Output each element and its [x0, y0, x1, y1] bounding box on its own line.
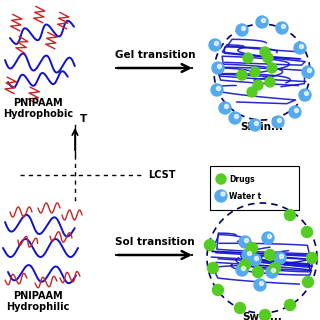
Circle shape [215, 190, 227, 202]
Circle shape [265, 250, 276, 260]
Circle shape [261, 19, 266, 22]
Circle shape [260, 47, 270, 57]
Circle shape [299, 89, 311, 101]
Circle shape [211, 84, 223, 96]
Circle shape [247, 87, 257, 97]
Text: PNIPAAM: PNIPAAM [13, 98, 63, 108]
Circle shape [271, 268, 276, 273]
Circle shape [237, 70, 247, 80]
Circle shape [235, 302, 245, 314]
Circle shape [225, 105, 228, 108]
Circle shape [284, 300, 295, 310]
Circle shape [302, 276, 314, 287]
Circle shape [218, 65, 221, 68]
Circle shape [307, 252, 317, 263]
Circle shape [260, 282, 263, 285]
Circle shape [229, 112, 241, 124]
Circle shape [236, 24, 248, 36]
Circle shape [254, 279, 266, 291]
Circle shape [272, 116, 284, 128]
Circle shape [289, 106, 301, 118]
Circle shape [236, 264, 248, 276]
Circle shape [243, 53, 253, 63]
Circle shape [269, 262, 281, 274]
Circle shape [256, 16, 268, 28]
Circle shape [249, 254, 261, 266]
Circle shape [254, 257, 259, 260]
Text: Swel...: Swel... [242, 312, 282, 320]
Circle shape [263, 53, 273, 63]
Circle shape [242, 249, 254, 261]
Text: Drugs: Drugs [229, 175, 255, 184]
Circle shape [244, 238, 249, 243]
Circle shape [284, 210, 295, 220]
Circle shape [268, 235, 271, 238]
Circle shape [253, 80, 263, 90]
Circle shape [267, 63, 277, 73]
Circle shape [302, 66, 314, 78]
Text: Hydrophobic: Hydrophobic [3, 109, 73, 119]
Circle shape [274, 252, 286, 264]
Circle shape [300, 44, 303, 49]
Circle shape [279, 254, 284, 259]
Text: Shrin...: Shrin... [241, 122, 284, 132]
Text: T: T [80, 114, 87, 124]
Text: Gel transition: Gel transition [115, 50, 195, 60]
Circle shape [209, 39, 221, 51]
Circle shape [239, 260, 251, 270]
Circle shape [250, 67, 260, 77]
Circle shape [252, 267, 263, 277]
Circle shape [282, 25, 285, 28]
Circle shape [235, 115, 238, 118]
Circle shape [249, 119, 261, 131]
Circle shape [247, 252, 252, 255]
Circle shape [239, 236, 251, 248]
Circle shape [242, 27, 245, 30]
Circle shape [204, 239, 215, 251]
Circle shape [212, 62, 224, 74]
Text: Hydrophilic: Hydrophilic [6, 302, 70, 312]
Circle shape [265, 77, 275, 87]
Circle shape [217, 86, 220, 91]
Circle shape [308, 68, 311, 73]
Text: LCST: LCST [148, 170, 175, 180]
Circle shape [242, 267, 245, 270]
Circle shape [260, 309, 270, 320]
Circle shape [301, 227, 313, 237]
Circle shape [254, 122, 259, 125]
Circle shape [305, 92, 308, 95]
Circle shape [221, 192, 225, 196]
Circle shape [212, 284, 223, 295]
Circle shape [214, 42, 219, 45]
Circle shape [276, 22, 288, 34]
Text: Sol transition: Sol transition [115, 237, 195, 247]
Circle shape [294, 42, 306, 54]
Circle shape [277, 118, 282, 123]
Text: Water t: Water t [229, 192, 261, 201]
Circle shape [246, 243, 258, 253]
FancyBboxPatch shape [210, 166, 299, 210]
Circle shape [216, 174, 226, 184]
Circle shape [207, 262, 219, 274]
Circle shape [294, 108, 299, 113]
Text: PNIPAAM: PNIPAAM [13, 291, 63, 301]
Circle shape [266, 266, 278, 278]
Circle shape [262, 232, 274, 244]
Circle shape [219, 102, 231, 114]
